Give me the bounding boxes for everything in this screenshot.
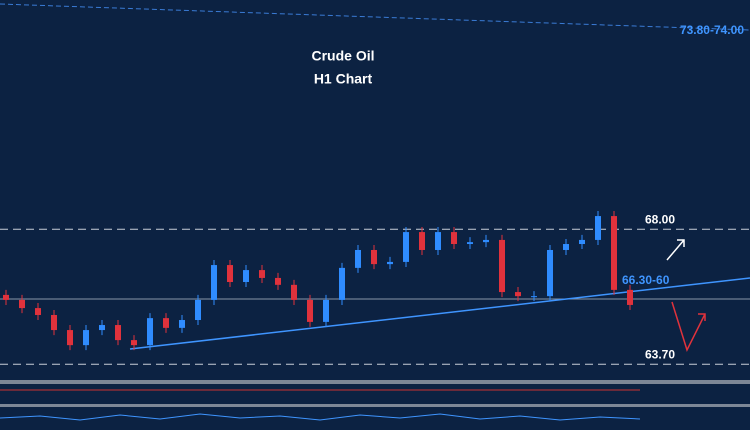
candle-body: [467, 242, 473, 245]
candle-body: [515, 292, 521, 297]
pane-separator: [0, 380, 750, 384]
candle-body: [259, 270, 265, 278]
down-arrow: [671, 301, 706, 352]
candle-body: [195, 299, 201, 321]
pane-separator: [0, 404, 750, 407]
candle-body: [99, 325, 105, 331]
level-label: 63.70: [645, 347, 675, 361]
trend-line: [129, 277, 750, 350]
candle-body: [339, 267, 345, 300]
candle-body: [307, 299, 313, 322]
candle-body: [451, 232, 457, 245]
candle-body: [371, 249, 377, 265]
candle-body: [3, 294, 9, 300]
candle-body: [627, 289, 633, 305]
candle-body: [563, 244, 569, 250]
chart-subtitle: H1 Chart: [314, 71, 373, 87]
candle-body: [435, 232, 441, 250]
candle-body: [531, 296, 537, 298]
candle-body: [147, 318, 153, 346]
candle-body: [499, 239, 505, 293]
level-label: 68.00: [645, 212, 675, 226]
candle-body: [243, 270, 249, 283]
zone-label: 73.80-74.00: [680, 23, 744, 37]
chart-title: Crude Oil: [311, 48, 374, 64]
pivot-label: 66.30-60: [622, 273, 670, 287]
candle-body: [595, 216, 601, 240]
candle-body: [35, 308, 41, 315]
candle-body: [483, 239, 489, 243]
candle-body: [579, 239, 585, 245]
oscillator-line: [0, 413, 641, 421]
candle-body: [419, 232, 425, 250]
candle-body: [115, 325, 121, 341]
candle-body: [131, 340, 137, 346]
candle-body: [227, 265, 233, 283]
candle-body: [611, 216, 617, 290]
up-arrow: [666, 239, 685, 261]
candle-body: [67, 330, 73, 346]
candle-body: [211, 265, 217, 300]
candle-body: [403, 232, 409, 262]
candle-body: [83, 330, 89, 346]
candle-body: [19, 299, 25, 309]
candle-body: [291, 284, 297, 300]
candle-body: [179, 320, 185, 328]
candle-body: [275, 277, 281, 285]
resistance-zone-line: [0, 3, 750, 31]
candle-body: [547, 249, 553, 297]
candle-body: [163, 318, 169, 328]
candle-body: [355, 249, 361, 268]
candle-body: [387, 261, 393, 265]
candle-body: [51, 314, 57, 331]
candle-body: [323, 299, 329, 322]
